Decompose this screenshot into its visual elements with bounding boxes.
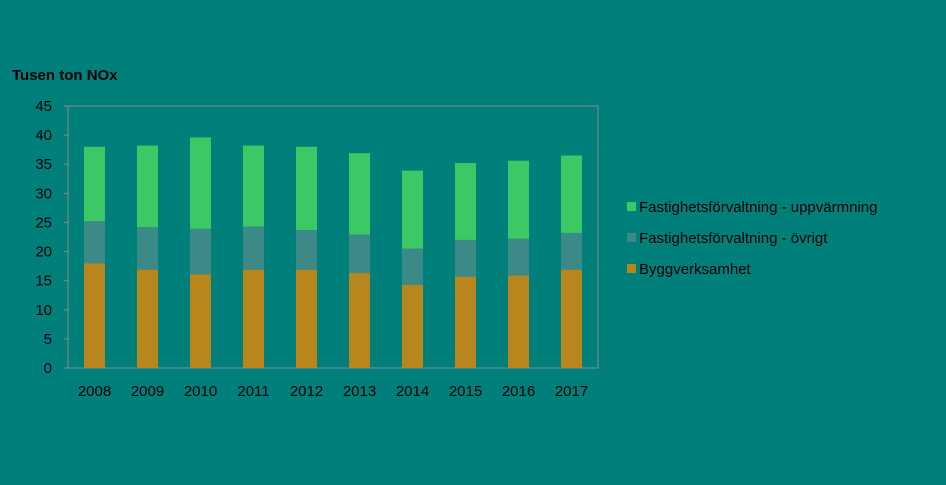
y-tick-label: 40 <box>35 127 52 144</box>
x-tick-label: 2015 <box>449 383 482 400</box>
bar-2010-series-0 <box>190 274 211 368</box>
y-axis-title: Tusen ton NOx <box>12 67 118 84</box>
x-axis-ticks: 2008 2009 2010 2011 2012 2013 2014 2015 2016 2017 <box>78 383 588 400</box>
x-tick-label: 2011 <box>237 383 269 400</box>
bar-2011-series-0 <box>243 269 264 368</box>
bar-2015-series-1 <box>455 239 476 277</box>
bar-2013-series-1 <box>349 234 370 274</box>
bar-2014-series-1 <box>402 248 423 285</box>
y-tick-label: 10 <box>35 302 52 319</box>
x-tick-label: 2013 <box>343 383 376 400</box>
bar-2012-series-0 <box>296 269 317 368</box>
bar-2016-series-0 <box>508 275 529 368</box>
plot-area <box>67 105 599 369</box>
bar-2016-series-2 <box>508 160 529 239</box>
legend-label: Byggverksamhet <box>639 261 752 278</box>
bar-2016-series-1 <box>508 238 529 276</box>
y-axis-ticks: 0 5 10 15 20 25 30 35 40 45 <box>35 98 68 377</box>
legend-swatch <box>627 202 636 211</box>
x-tick-label: 2014 <box>396 383 429 400</box>
bar-2017-series-0 <box>561 269 582 368</box>
bar-2015-series-0 <box>455 276 476 368</box>
bar-2009-series-2 <box>137 145 158 228</box>
x-tick-label: 2012 <box>290 383 323 400</box>
y-tick-label: 5 <box>44 331 52 348</box>
bar-2009-series-0 <box>137 269 158 368</box>
bar-2010-series-1 <box>190 228 211 275</box>
legend: Fastighetsförvaltning - uppvärmning Fasti… <box>627 199 877 278</box>
bar-2014-series-0 <box>402 284 423 368</box>
x-tick-label: 2009 <box>131 383 164 400</box>
y-tick-label: 20 <box>35 244 52 261</box>
bar-2013-series-2 <box>349 153 370 235</box>
x-tick-label: 2017 <box>555 383 588 400</box>
x-tick-label: 2016 <box>502 383 535 400</box>
bar-2008-series-2 <box>84 146 105 222</box>
bar-2012-series-2 <box>296 146 317 231</box>
legend-label: Fastighetsförvaltning - övrigt <box>639 230 828 247</box>
y-tick-label: 25 <box>35 214 52 231</box>
bar-2010-series-2 <box>190 137 211 229</box>
bar-2011-series-2 <box>243 145 264 227</box>
bar-2017-series-2 <box>561 155 582 233</box>
legend-label: Fastighetsförvaltning - uppvärmning <box>639 199 877 216</box>
y-tick-label: 30 <box>35 185 52 202</box>
x-tick-label: 2010 <box>184 383 217 400</box>
y-tick-label: 15 <box>35 273 52 290</box>
y-tick-label: 0 <box>44 360 52 377</box>
y-tick-label: 35 <box>35 156 52 173</box>
bar-2008-series-1 <box>84 221 105 264</box>
legend-swatch <box>627 233 636 242</box>
y-tick-label: 45 <box>35 98 52 115</box>
legend-swatch <box>627 264 636 273</box>
bar-2009-series-1 <box>137 227 158 270</box>
bar-2011-series-1 <box>243 226 264 270</box>
bar-2014-series-2 <box>402 170 423 249</box>
bar-2017-series-1 <box>561 232 582 270</box>
x-tick-label: 2008 <box>78 383 111 400</box>
bars-group <box>84 137 582 368</box>
bar-2013-series-0 <box>349 273 370 368</box>
bar-2012-series-1 <box>296 230 317 270</box>
bar-2008-series-0 <box>84 263 105 368</box>
bar-2015-series-2 <box>455 163 476 240</box>
